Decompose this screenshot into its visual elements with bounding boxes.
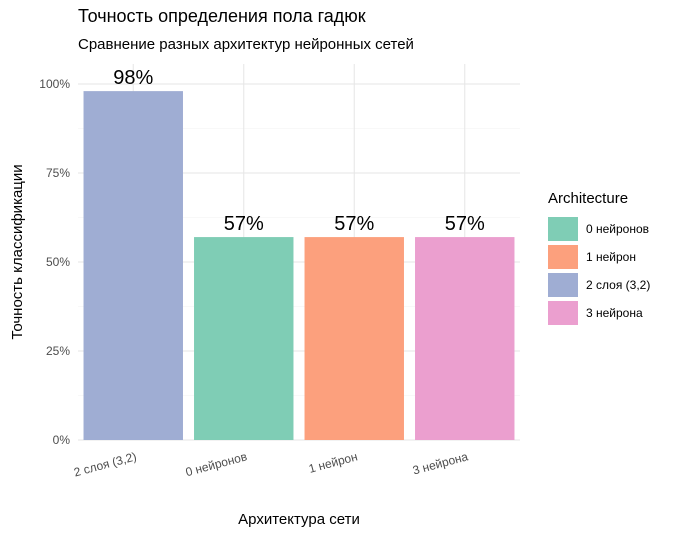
y-tick-label: 100% (39, 77, 70, 91)
legend-swatch (548, 301, 578, 325)
bar (194, 237, 294, 440)
legend-label: 2 слоя (3,2) (586, 278, 651, 292)
y-tick-label: 25% (46, 344, 70, 358)
legend-swatch (548, 217, 578, 241)
legend-swatch (548, 273, 578, 297)
x-tick-label: 2 слоя (3,2) (72, 449, 138, 479)
legend-item-0-neurons: 0 нейронов (548, 215, 650, 243)
x-tick-label: 3 нейрона (411, 449, 470, 477)
y-tick-label: 50% (46, 255, 70, 269)
data-label: 57% (334, 213, 374, 235)
y-axis-title: Точность классификации (9, 164, 26, 339)
legend-item-3-neurons: 3 нейрона (548, 299, 650, 327)
x-tick-label: 1 нейрон (307, 449, 359, 475)
x-tick-label: 0 нейронов (184, 449, 249, 479)
bar (83, 91, 183, 441)
legend-item-2-layers: 2 слоя (3,2) (548, 271, 650, 299)
data-label: 57% (224, 213, 264, 235)
x-axis-title: Архитектура сети (238, 511, 360, 528)
y-tick-label: 75% (46, 166, 70, 180)
legend-title: Architecture (548, 190, 629, 207)
legend-label: 1 нейрон (586, 250, 636, 264)
y-tick-label: 0% (53, 433, 71, 447)
bar (304, 237, 404, 440)
bar (415, 237, 515, 440)
chart-title: Точность определения пола гадюк (78, 6, 366, 26)
chart-subtitle: Сравнение разных архитектур нейронных се… (78, 36, 414, 53)
legend-item-1-neuron: 1 нейрон (548, 243, 650, 271)
legend-swatch (548, 245, 578, 269)
legend-label: 0 нейронов (586, 222, 650, 236)
legend: Architecture 0 нейронов 1 нейрон 2 слоя … (548, 190, 650, 327)
legend-label: 3 нейрона (586, 306, 643, 320)
data-label: 57% (445, 213, 485, 235)
data-label: 98% (113, 67, 153, 89)
